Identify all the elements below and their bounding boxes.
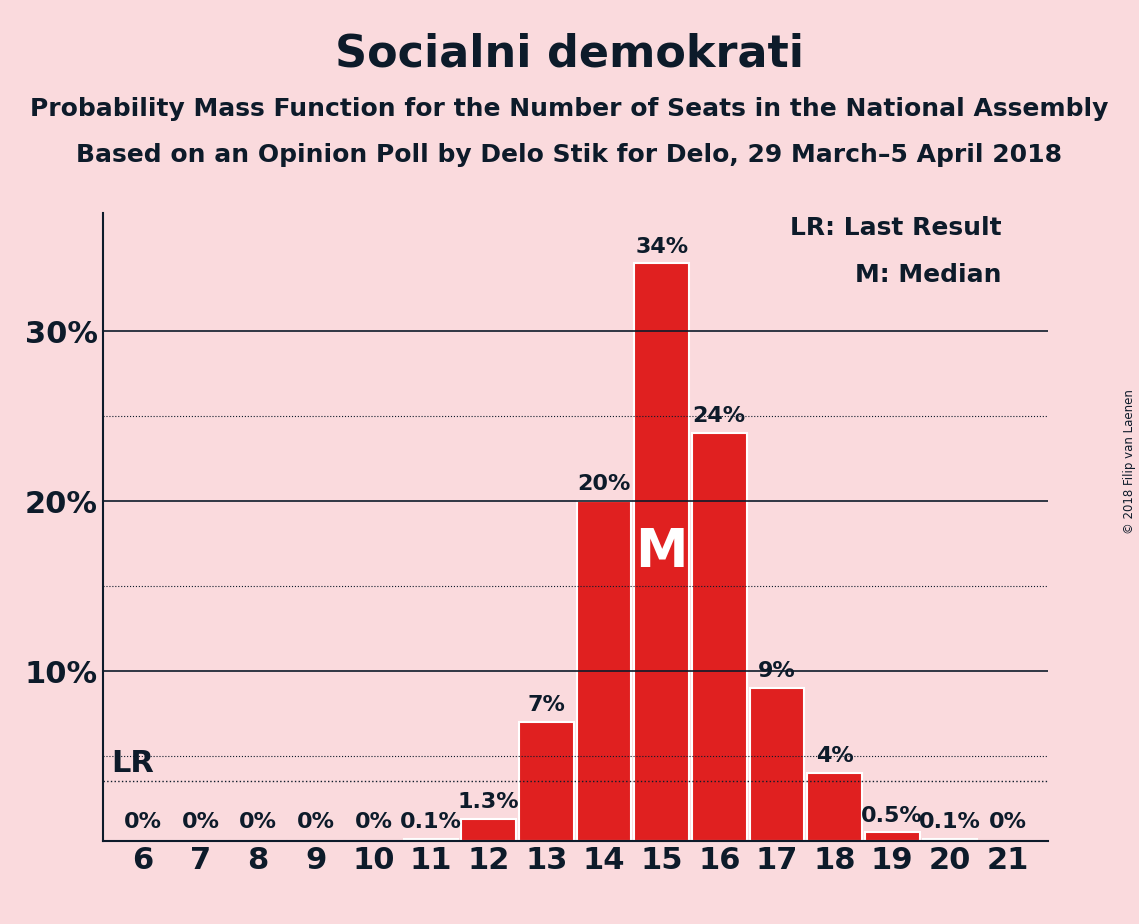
Text: 0%: 0% [239, 812, 277, 833]
Bar [691, 433, 747, 841]
Text: © 2018 Filip van Laenen: © 2018 Filip van Laenen [1123, 390, 1137, 534]
Text: Probability Mass Function for the Number of Seats in the National Assembly: Probability Mass Function for the Number… [31, 97, 1108, 121]
Text: LR: LR [112, 749, 154, 778]
Bar [403, 839, 459, 841]
Text: 34%: 34% [636, 237, 688, 257]
Text: M: M [636, 526, 688, 578]
Text: M: Median: M: Median [855, 263, 1002, 287]
Bar [576, 501, 631, 841]
Text: 9%: 9% [759, 662, 796, 681]
Text: 4%: 4% [816, 746, 853, 766]
Text: Socialni demokrati: Socialni demokrati [335, 32, 804, 76]
Bar [865, 833, 919, 841]
Text: Based on an Opinion Poll by Delo Stik for Delo, 29 March–5 April 2018: Based on an Opinion Poll by Delo Stik fo… [76, 143, 1063, 167]
Text: 7%: 7% [527, 695, 565, 715]
Bar [808, 772, 862, 841]
Text: 0.1%: 0.1% [919, 812, 981, 833]
Bar [923, 839, 977, 841]
Text: LR: Last Result: LR: Last Result [790, 216, 1002, 240]
Bar [749, 688, 804, 841]
Text: 0%: 0% [297, 812, 335, 833]
Text: 20%: 20% [577, 474, 631, 494]
Text: 1.3%: 1.3% [458, 792, 519, 812]
Text: 0%: 0% [354, 812, 393, 833]
Bar [634, 263, 689, 841]
Text: 0.1%: 0.1% [400, 812, 462, 833]
Text: 0%: 0% [989, 812, 1026, 833]
Text: 0.5%: 0.5% [861, 806, 923, 825]
Bar [519, 722, 574, 841]
Text: 0%: 0% [181, 812, 220, 833]
Text: 24%: 24% [693, 407, 746, 427]
Text: 0%: 0% [124, 812, 162, 833]
Bar [461, 819, 516, 841]
